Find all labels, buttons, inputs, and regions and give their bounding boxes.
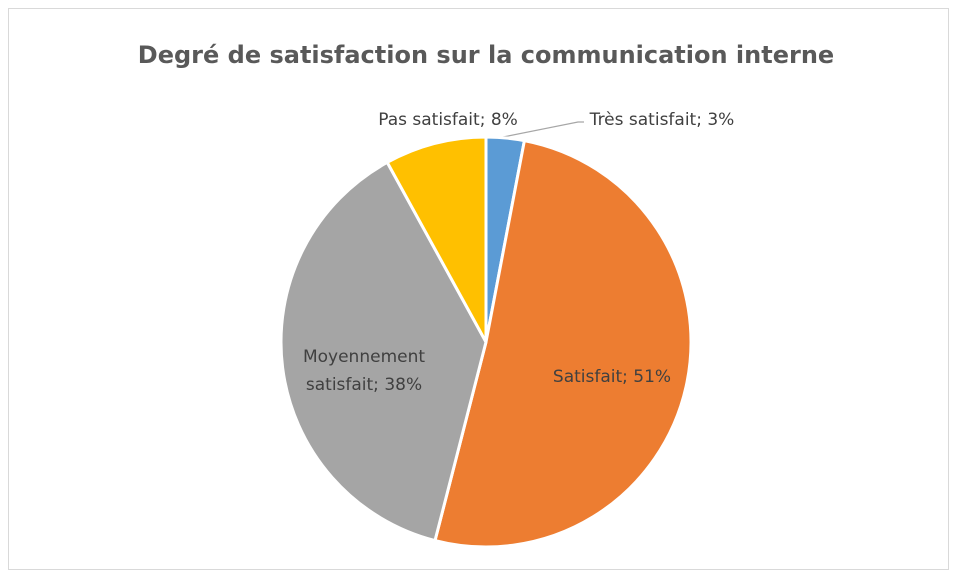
data-label: Moyennement satisfait; 38% [302,347,426,395]
data-label: Pas satisfait; 8% [378,110,518,130]
pie-slice [385,135,488,343]
pie-slice [279,160,488,543]
pie-slice [433,138,693,549]
leader-line [502,121,584,138]
data-label: Très satisfait; 3% [589,110,735,130]
data-label: Satisfait; 51% [552,367,672,387]
chart-title: Degré de satisfaction sur la communicati… [138,41,834,69]
